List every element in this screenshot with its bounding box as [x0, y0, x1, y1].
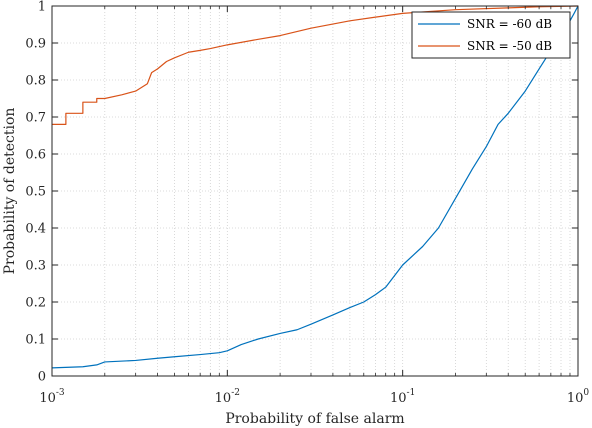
- y-tick-label: 1: [38, 0, 46, 15]
- y-tick-label: 0: [38, 370, 46, 385]
- x-tick-exponent: 0: [583, 388, 589, 398]
- series-line-1: [51, 5, 579, 369]
- y-tick-label: 0.7: [25, 111, 46, 126]
- legend: SNR = -60 dB SNR = -50 dB: [411, 11, 571, 59]
- y-tick-label: 0.2: [25, 296, 46, 311]
- x-tick-label: 100: [567, 388, 590, 406]
- x-tick-label: 10-1: [390, 388, 415, 406]
- x-tick-base: 10: [567, 391, 584, 406]
- series-line-2: [52, 5, 579, 125]
- x-tick-label: 10-2: [215, 388, 240, 406]
- y-tick-label: 0.5: [25, 185, 46, 200]
- y-tick-label: 0.6: [25, 148, 46, 163]
- x-tick-base: 10: [390, 391, 407, 406]
- x-tick-base: 10: [215, 391, 232, 406]
- x-tick-label: 10-3: [39, 388, 65, 406]
- legend-label-series-1: SNR = -60 dB: [467, 17, 552, 31]
- x-tick-base: 10: [39, 391, 56, 406]
- tick-layer: [51, 5, 579, 377]
- series-layer: [51, 5, 579, 369]
- x-tick-labels: 10-3 10-2 10-1 100: [39, 388, 589, 406]
- y-tick-label: 0.4: [25, 222, 46, 237]
- y-axis-label: Probability of detection: [2, 108, 18, 275]
- x-tick-exponent: -3: [56, 388, 65, 398]
- y-tick-label: 0.8: [25, 74, 46, 89]
- x-tick-exponent: -2: [231, 388, 240, 398]
- x-tick-exponent: -1: [407, 388, 416, 398]
- y-tick-label: 0.3: [25, 259, 46, 274]
- y-tick-labels: 0 0.1 0.2 0.3 0.4 0.5 0.6 0.7 0.8 0.9 1: [25, 0, 46, 385]
- y-tick-label: 0.9: [25, 37, 46, 52]
- y-tick-label: 0.1: [25, 333, 46, 348]
- legend-box: [411, 11, 571, 59]
- x-axis-label: Probability of false alarm: [225, 411, 404, 427]
- legend-label-series-2: SNR = -50 dB: [467, 39, 552, 53]
